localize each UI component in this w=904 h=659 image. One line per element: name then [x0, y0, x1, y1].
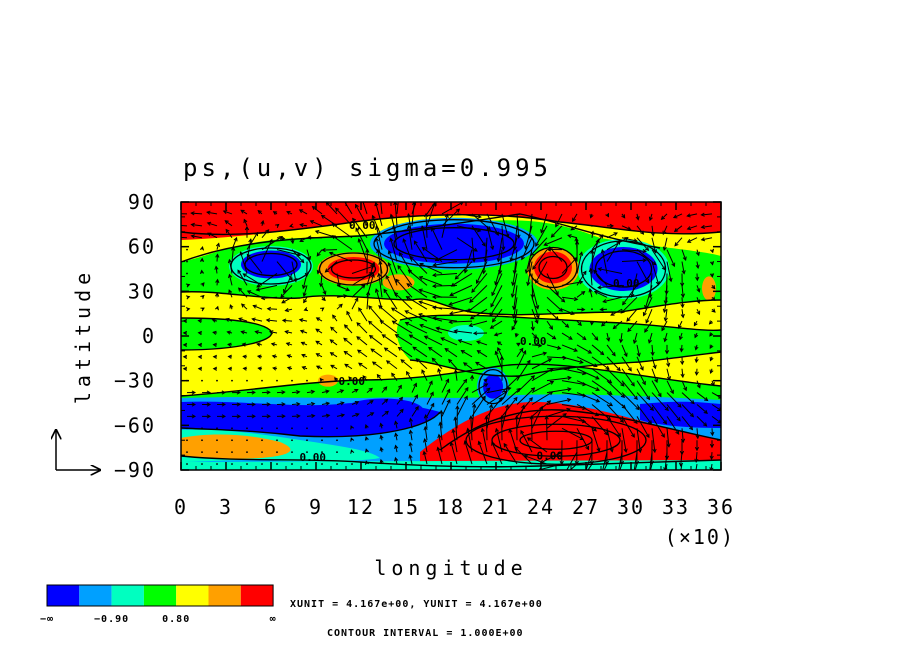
vector-units-note: XUNIT = 4.167e+00, YUNIT = 4.167e+00: [290, 599, 543, 610]
vector-dot: [201, 451, 203, 453]
contour-interval-note: CONTOUR INTERVAL = 1.000E+00: [327, 628, 524, 639]
y-tick-label: 60: [128, 235, 156, 259]
vector-dot: [276, 439, 278, 441]
vector-dot: [336, 439, 338, 441]
field-region: [344, 398, 424, 422]
x-tick-label: 21: [482, 495, 510, 519]
x-tick-label: 6: [264, 495, 278, 519]
vector-dot: [216, 451, 218, 453]
colorbar-swatch: [47, 585, 79, 606]
vector-dot: [276, 451, 278, 453]
vector-dot: [261, 380, 263, 382]
vector-dot: [321, 439, 323, 441]
reference-vector-icon: [56, 430, 100, 470]
vector-dot: [231, 380, 233, 382]
vector-dot: [321, 427, 323, 429]
x-tick-label: 33: [662, 495, 690, 519]
vector-dot: [246, 427, 248, 429]
vector-dot: [186, 261, 188, 263]
x-tick-label: 30: [617, 495, 645, 519]
colorbar-swatch: [176, 585, 208, 606]
y-tick-label: 90: [128, 190, 156, 214]
colorbar-swatch: [241, 585, 273, 606]
contour-label: 0.00: [339, 375, 366, 388]
x-tick-label: 36: [707, 495, 735, 519]
vector-dot: [231, 427, 233, 429]
vector-dot: [291, 451, 293, 453]
vector-dot: [231, 463, 233, 465]
vector-dot: [246, 380, 248, 382]
vector-dot: [201, 463, 203, 465]
vector-dot: [351, 463, 353, 465]
vector-dot: [246, 439, 248, 441]
contour-label: 0.00: [349, 219, 376, 232]
vector-dot: [291, 439, 293, 441]
colorbar-swatch: [112, 585, 144, 606]
vector-dot: [246, 463, 248, 465]
contour-label: 0.00: [613, 277, 640, 290]
vector-dot: [186, 439, 188, 441]
colorbar-swatch: [209, 585, 241, 606]
vector-dot: [306, 380, 308, 382]
vector-dot: [231, 439, 233, 441]
vector-dot: [186, 463, 188, 465]
x-tick-label: 15: [392, 495, 420, 519]
colorbar-label: 0.80: [162, 614, 190, 625]
vector-dot: [246, 451, 248, 453]
vector-dot: [261, 427, 263, 429]
vector-dot: [216, 439, 218, 441]
colorbar-swatch: [79, 585, 111, 606]
x-tick-label: 12: [347, 495, 375, 519]
colorbar-label: −0.90: [94, 614, 129, 625]
colorbar-label: ∞: [270, 614, 277, 625]
vector-dot: [291, 463, 293, 465]
vector-dot: [306, 439, 308, 441]
y-tick-label: 30: [128, 279, 156, 303]
x-tick-label: 24: [527, 495, 555, 519]
colorbar: −∞ −0.90 0.80 ∞: [40, 585, 277, 625]
vector-dot: [291, 380, 293, 382]
vector-dot: [336, 463, 338, 465]
x-tick-label: 0: [174, 495, 188, 519]
x-tick-label: 9: [309, 495, 323, 519]
vector-dot: [261, 451, 263, 453]
vector-dot: [276, 380, 278, 382]
y-tick-label: 0: [142, 324, 156, 348]
vector-dot: [216, 380, 218, 382]
contour-label: 0.00: [520, 335, 547, 348]
contour-label: 0.00: [300, 451, 327, 464]
vector-dot: [186, 273, 188, 275]
vector-dot: [291, 427, 293, 429]
vector-dot: [261, 439, 263, 441]
vector-dot: [591, 308, 593, 310]
y-tick-label: −60: [114, 413, 156, 437]
vector-dot: [306, 427, 308, 429]
vector-dot: [201, 380, 203, 382]
vector-dot: [336, 451, 338, 453]
vector-dot: [186, 249, 188, 251]
x-multiplier-label: (×10): [665, 525, 735, 549]
vector-dot: [261, 463, 263, 465]
x-tick-label: 3: [219, 495, 233, 519]
y-tick-label: −30: [114, 369, 156, 393]
contour-label: 0.00: [537, 450, 564, 463]
vector-dot: [186, 451, 188, 453]
vector-dot: [231, 451, 233, 453]
x-tick-label: 18: [437, 495, 465, 519]
x-tick-label: 27: [572, 495, 600, 519]
vector-dot: [336, 427, 338, 429]
vector-dot: [276, 427, 278, 429]
colorbar-label: −∞: [40, 614, 54, 625]
y-tick-label: −90: [114, 458, 156, 482]
y-axis-label: latitude: [71, 268, 95, 404]
x-axis-label: longitude: [374, 556, 527, 580]
vector-dot: [201, 439, 203, 441]
colorbar-swatch: [144, 585, 176, 606]
vector-dot: [216, 463, 218, 465]
chart-title: ps,(u,v) sigma=0.995: [183, 154, 552, 182]
vector-dot: [276, 463, 278, 465]
